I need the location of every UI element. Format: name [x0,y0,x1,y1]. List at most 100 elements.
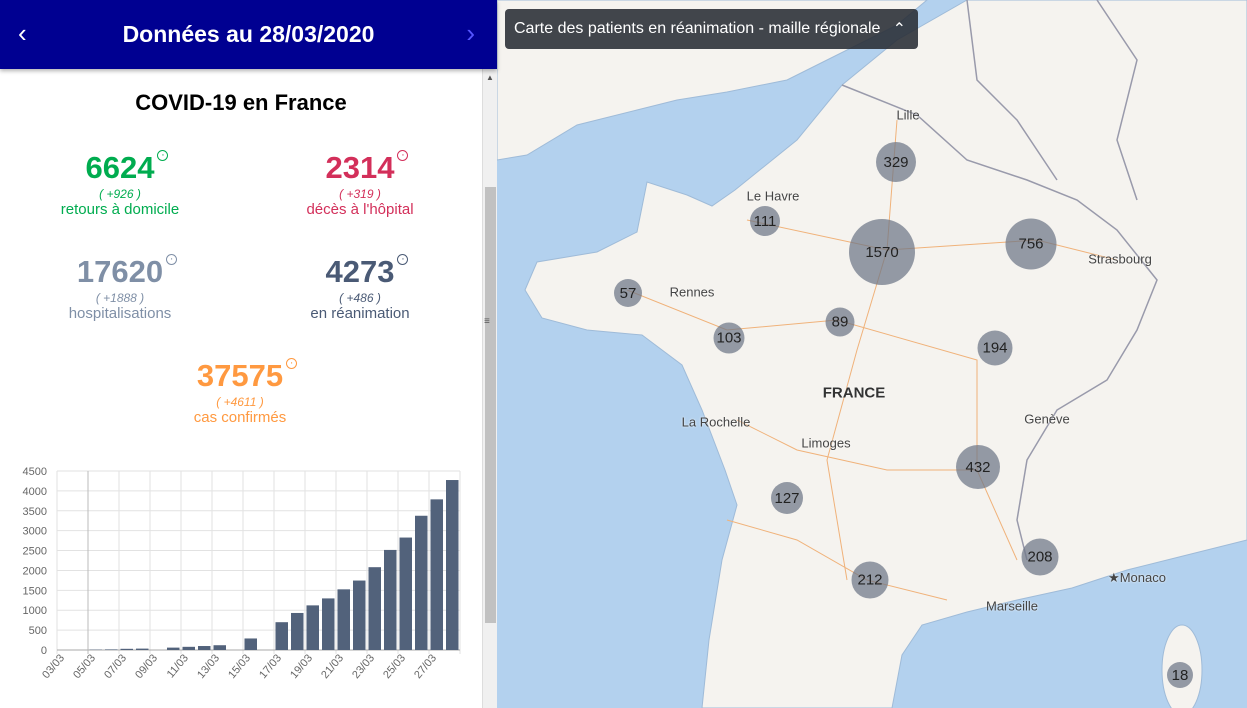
stat-label: cas confirmés [193,409,287,426]
region-bubble[interactable]: 756 [1005,218,1057,270]
y-tick-label: 4000 [23,486,47,498]
city-label: Le Havre [746,188,800,204]
y-tick-label: 0 [41,645,47,657]
region-bubble[interactable]: 208 [1021,538,1059,576]
x-tick-label: 13/03 [195,652,222,681]
region-bubble[interactable]: 1570 [849,219,915,285]
info-icon[interactable]: · [166,254,178,265]
chevron-right-icon[interactable]: › [466,18,475,48]
x-tick-label: 25/03 [381,652,408,681]
bar [353,580,366,650]
stat-value: 6624 · [85,150,169,186]
x-tick-label: 21/03 [319,652,346,681]
bar [368,567,381,650]
map-base [497,0,1247,708]
stat-number: 17620 [76,254,164,289]
stat-deaths: 2314 · ( +319 ) décès à l'hôpital [240,150,480,219]
bar [213,645,226,650]
bar [306,605,319,650]
city-label: Genève [1024,411,1070,427]
y-tick-label: 3000 [23,526,47,538]
region-bubble[interactable]: 103 [713,322,745,354]
stat-number: 2314 [325,150,395,185]
info-icon[interactable]: · [397,150,409,161]
y-tick-label: 3500 [23,506,47,518]
city-label: Limoges [801,435,851,451]
city-name: Monaco [1119,570,1166,585]
city-label: Marseille [985,598,1039,614]
header: ‹ Données au 28/03/2020 › [0,0,497,69]
scroll-up-icon[interactable]: ▲ [486,73,494,82]
region-bubble[interactable]: 18 [1167,662,1193,688]
stat-label: hospitalisations [68,305,172,322]
chevron-up-icon[interactable]: ⌃ [892,21,906,38]
bar [198,646,211,650]
map[interactable]: Lille Le Havre Rennes Strasbourg FRANCE … [497,0,1247,708]
y-tick-label: 4500 [23,466,47,478]
bar [244,638,257,650]
header-title: Données au 28/03/2020 [122,21,375,47]
info-icon[interactable]: · [397,254,409,265]
y-tick-label: 1500 [23,585,47,597]
region-bubble[interactable]: 432 [956,445,1000,489]
region-bubble[interactable]: 212 [851,561,889,599]
stat-hospitalisations: 17620 · ( +1888 ) hospitalisations [0,254,240,322]
stat-value: 2314 · [325,150,409,186]
bar [105,649,118,650]
x-tick-label: 23/03 [350,652,377,681]
region-bubble[interactable]: 89 [825,307,855,337]
chevron-left-icon[interactable]: ‹ [18,18,27,48]
x-tick-label: 17/03 [257,652,284,681]
panel-title: COVID-19 en France [135,90,347,115]
stat-label: retours à domicile [60,201,180,218]
bar [337,589,350,650]
stat-number: 4273 [325,254,395,289]
x-tick-label: 07/03 [102,652,129,681]
stat-label: en réanimation [310,305,410,322]
star-icon: ★ [1108,570,1120,585]
x-tick-label: 09/03 [133,652,160,681]
bar [384,549,397,650]
bar [275,622,288,650]
country-label: FRANCE [822,384,886,402]
info-icon[interactable]: · [286,358,298,369]
borders [841,0,1158,561]
bar [182,646,195,650]
city-label: ★Monaco [1108,570,1166,586]
stat-value: 4273 · [325,254,409,290]
bar [291,612,304,650]
bar [430,499,443,650]
y-tick-label: 500 [29,625,47,637]
resize-handle-icon[interactable]: ≡ [484,316,490,327]
bar [415,515,428,650]
stat-confirmed: 37575 · ( +4611 ) cas confirmés [120,358,360,426]
region-bubble[interactable]: 127 [771,482,803,514]
bar [120,648,133,650]
y-tick-label: 2500 [23,546,47,558]
bar [399,537,412,650]
region-bubble[interactable]: 111 [750,206,780,236]
x-tick-label: 05/03 [71,652,98,681]
stat-label: décès à l'hôpital [306,201,414,218]
map-title-toggle[interactable]: Carte des patients en réanimation - mail… [505,9,918,49]
bar [136,648,149,650]
region-bubble[interactable]: 57 [614,279,642,307]
stat-delta: ( +486 ) [339,291,381,305]
y-tick-label: 1000 [23,605,47,617]
roads [626,119,1118,601]
scrollbar-thumb[interactable] [485,187,496,623]
x-tick-label: 11/03 [165,652,191,680]
info-panel: COVID-19 en France 6624 · ( +926 ) retour… [0,0,482,708]
stat-value: 17620 · [76,254,178,290]
bar [167,647,180,650]
x-tick-label: 27/03 [412,652,439,681]
x-tick-label: 15/03 [226,652,253,681]
city-label: La Rochelle [681,414,751,430]
region-bubble[interactable]: 194 [977,330,1013,366]
region-bubble[interactable]: 329 [876,142,916,182]
bar [446,480,459,650]
info-icon[interactable]: · [157,150,169,161]
stat-number: 6624 [85,150,155,185]
stat-icu: 4273 · ( +486 ) en réanimation [240,254,480,323]
scrollbar[interactable]: ▲ [482,69,497,708]
